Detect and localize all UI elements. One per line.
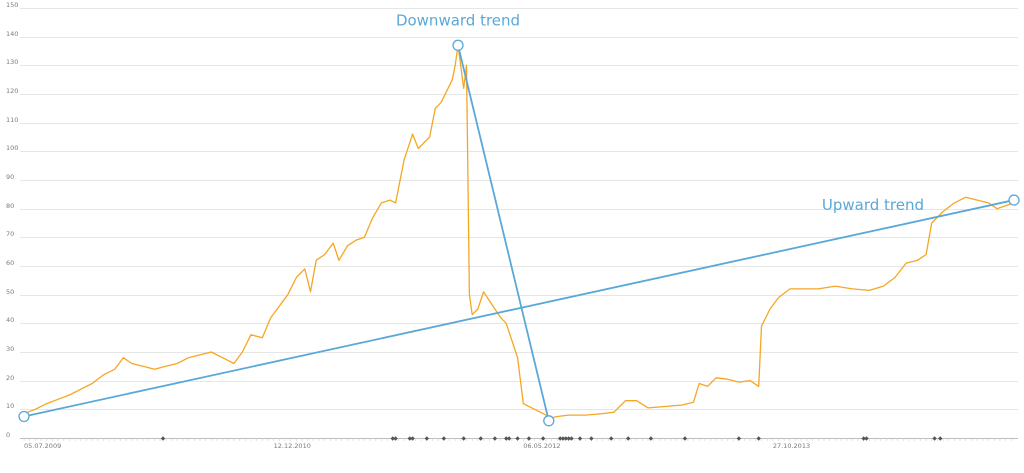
event-marker: [390, 436, 395, 441]
event-marker: [160, 436, 166, 441]
trend-endpoint-1-end: [1008, 194, 1020, 206]
event-marker: [393, 436, 398, 441]
event-marker: [861, 436, 866, 441]
trend-endpoint-0-end: [543, 415, 555, 427]
event-marker: [424, 436, 430, 441]
y-tick-label-60: 60: [6, 259, 14, 267]
y-tick-label-90: 90: [6, 173, 14, 181]
trend-line-1: [23, 199, 1015, 418]
event-marker: [540, 436, 546, 441]
y-tick-label-120: 120: [6, 87, 18, 95]
event-marker: [557, 436, 563, 441]
event-marker: [938, 436, 943, 441]
event-marker: [577, 436, 583, 441]
event-marker: [569, 436, 574, 441]
event-marker: [736, 436, 742, 441]
y-tick-label-30: 30: [6, 345, 14, 353]
y-tick-label-110: 110: [6, 116, 18, 124]
event-marker: [492, 436, 498, 441]
annotations-layer: Downward trend Upward trend: [18, 11, 1020, 427]
event-marker: [626, 436, 631, 441]
event-marker: [560, 436, 566, 441]
x-tick-label: 05.07.2009: [24, 442, 61, 450]
y-tick-label-100: 100: [6, 144, 18, 152]
y-axis-tick-labels: 0 10 20 30 40 50 60 70 80 90 100 110 120 130 140 150: [6, 1, 18, 439]
trend-endpoint-1-start: [18, 410, 30, 423]
y-tick-label-80: 80: [6, 202, 14, 210]
y-tick-label-10: 10: [6, 402, 14, 410]
event-marker: [504, 436, 509, 441]
event-marker: [410, 436, 415, 441]
event-marker: [515, 436, 520, 441]
event-marker: [648, 436, 654, 441]
y-tick-label-130: 130: [6, 58, 18, 66]
x-tick-label: 12.12.2010: [274, 442, 311, 450]
event-marker: [441, 436, 447, 441]
y-tick-label-50: 50: [6, 288, 14, 296]
event-marker: [563, 436, 569, 441]
event-marker: [526, 436, 532, 441]
event-marker: [756, 436, 761, 441]
y-tick-label-0: 0: [6, 431, 10, 439]
event-marker: [932, 436, 937, 441]
x-tick-label: 06.05.2012: [523, 442, 560, 450]
trend-line-0: [457, 45, 550, 422]
event-marker: [682, 436, 688, 441]
series-line-0: [23, 44, 1015, 419]
trend-endpoint-0-start: [452, 39, 464, 51]
event-marker: [461, 436, 466, 441]
series-layer: [23, 44, 1015, 419]
event-marker: [407, 436, 412, 441]
y-tick-label-140: 140: [6, 30, 18, 38]
event-marker: [608, 436, 614, 441]
event-marker: [566, 436, 571, 441]
y-tick-label-70: 70: [6, 230, 14, 238]
event-marker: [589, 436, 594, 441]
event-marker: [478, 436, 483, 441]
x-axis: 05.07.2009 12.12.2010 06.05.2012 27.10.2013: [20, 436, 1018, 450]
y-tick-label-40: 40: [6, 316, 14, 324]
y-tick-label-20: 20: [6, 374, 14, 382]
annotation-label-0: Downward trend: [396, 11, 520, 29]
y-tick-label-150: 150: [6, 1, 18, 9]
event-marker: [506, 436, 512, 441]
annotation-label-1: Upward trend: [822, 196, 924, 214]
event-marker: [864, 436, 869, 441]
x-tick-label: 27.10.2013: [773, 442, 810, 450]
